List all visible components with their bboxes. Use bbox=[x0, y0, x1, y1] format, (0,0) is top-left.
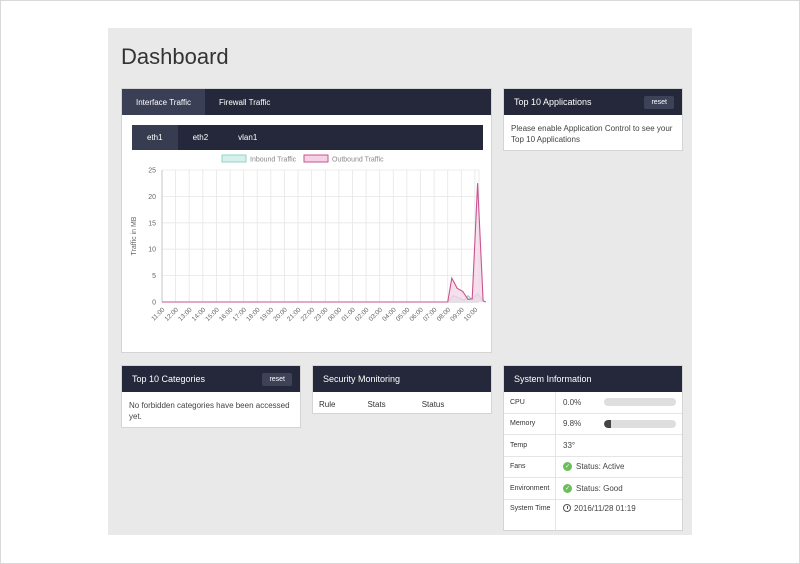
system-time-value: 2016/11/28 01:19 bbox=[574, 503, 636, 513]
check-circle-icon: ✓ bbox=[563, 462, 572, 472]
x-tick-label: 10:00 bbox=[463, 306, 480, 323]
x-tick-label: 05:00 bbox=[395, 306, 412, 323]
top-categories-title: Top 10 Categories bbox=[132, 374, 206, 384]
x-tick-label: 22:00 bbox=[300, 306, 317, 323]
x-tick-label: 06:00 bbox=[408, 306, 425, 323]
environment-value: Status: Good bbox=[576, 483, 623, 493]
page-title: Dashboard bbox=[121, 44, 229, 69]
security-title: Security Monitoring bbox=[323, 374, 401, 384]
x-tick-label: 04:00 bbox=[381, 306, 398, 323]
traffic-panel: Interface Traffic Firewall Traffic eth1 … bbox=[121, 88, 492, 353]
memory-row: Memory 9.8% bbox=[504, 413, 682, 435]
environment-row: Environment ✓ Status: Good bbox=[504, 478, 682, 500]
fans-status: ✓ Status: Active bbox=[556, 462, 625, 472]
x-tick-label: 15:00 bbox=[204, 306, 221, 323]
memory-label: Memory bbox=[504, 413, 556, 434]
system-time-label: System Time bbox=[504, 499, 556, 530]
memory-bar-fill bbox=[604, 419, 612, 428]
cpu-bar bbox=[604, 398, 676, 407]
security-panel: Security Monitoring Rule Stats Status bbox=[312, 365, 492, 414]
traffic-tabs: Interface Traffic Firewall Traffic bbox=[122, 89, 491, 115]
x-tick-label: 23:00 bbox=[313, 306, 330, 323]
series-area-0 bbox=[162, 293, 486, 302]
y-tick-label: 10 bbox=[148, 247, 156, 254]
col-stats: Stats bbox=[367, 400, 386, 409]
tab-interface-traffic[interactable]: Interface Traffic bbox=[122, 89, 205, 115]
x-tick-label: 01:00 bbox=[340, 306, 357, 323]
system-time-row: System Time 2016/11/28 01:19 bbox=[504, 499, 682, 530]
environment-label: Environment bbox=[504, 478, 556, 499]
col-rule: Rule bbox=[319, 400, 336, 409]
y-tick-label: 15 bbox=[148, 220, 156, 227]
col-status: Status bbox=[421, 400, 445, 409]
fans-label: Fans bbox=[504, 456, 556, 477]
x-tick-label: 12:00 bbox=[164, 306, 181, 323]
series-line-1 bbox=[162, 183, 487, 303]
x-tick-label: 19:00 bbox=[259, 306, 276, 323]
traffic-chart: Inbound Traffic Outbound Traffic 0 5 10 15 20 2… bbox=[131, 154, 487, 323]
top-categories-message: No forbidden categories have been access… bbox=[129, 401, 290, 421]
environment-status: ✓ Status: Good bbox=[556, 483, 623, 493]
subtab-vlan1[interactable]: vlan1 bbox=[238, 133, 258, 142]
x-tick-label: 07:00 bbox=[422, 306, 439, 323]
check-circle-icon: ✓ bbox=[563, 483, 572, 493]
top-apps-header: Top 10 Applications reset bbox=[504, 89, 682, 115]
interface-subtabs: eth1 eth2 vlan1 bbox=[132, 125, 483, 150]
x-tick-label: 16:00 bbox=[218, 306, 235, 323]
cpu-row: CPU 0.0% bbox=[504, 392, 682, 414]
top-apps-reset-button[interactable]: reset bbox=[644, 95, 674, 109]
y-tick-label: 20 bbox=[148, 194, 156, 201]
legend-swatch-0 bbox=[221, 154, 247, 163]
x-tick-label: 21:00 bbox=[286, 306, 303, 323]
system-info-rows: CPU 0.0% Memory 9.8% Temp 33° Fans ✓ Sta… bbox=[504, 392, 682, 530]
x-tick-label: 02:00 bbox=[354, 306, 371, 323]
legend-swatch-1 bbox=[303, 154, 329, 163]
subtab-eth2[interactable]: eth2 bbox=[192, 133, 209, 142]
system-info-title: System Information bbox=[514, 374, 592, 384]
x-tick-label: 14:00 bbox=[191, 306, 208, 323]
security-columns: Rule Stats Status bbox=[313, 392, 491, 417]
x-tick-label: 03:00 bbox=[368, 306, 385, 323]
top-apps-message: Please enable Application Control to see… bbox=[511, 124, 673, 144]
fans-row: Fans ✓ Status: Active bbox=[504, 456, 682, 478]
clock-icon bbox=[563, 504, 571, 512]
fans-value: Status: Active bbox=[576, 462, 625, 472]
temp-label: Temp bbox=[504, 435, 556, 456]
top-categories-header: Top 10 Categories reset bbox=[122, 366, 300, 392]
top-apps-panel: Top 10 Applications reset Please enable … bbox=[503, 88, 683, 151]
y-tick-label: 0 bbox=[152, 300, 156, 307]
cpu-value: 0.0% bbox=[563, 397, 582, 407]
temp-value: 33° bbox=[563, 440, 576, 450]
series-area-1 bbox=[162, 183, 486, 302]
series-line-0 bbox=[162, 292, 487, 303]
x-tick-label: 13:00 bbox=[177, 306, 194, 323]
memory-value: 9.8% bbox=[563, 419, 582, 429]
legend-label-1: Outbound Traffic bbox=[332, 157, 384, 164]
y-axis-label: Traffic in MB bbox=[131, 216, 138, 255]
y-tick-label: 25 bbox=[148, 168, 156, 175]
system-info-panel: System Information CPU 0.0% Memory 9.8% … bbox=[503, 365, 683, 531]
top-categories-reset-button[interactable]: reset bbox=[262, 372, 292, 386]
x-tick-label: 11:00 bbox=[150, 306, 166, 322]
top-apps-title: Top 10 Applications bbox=[514, 97, 592, 107]
top-categories-panel: Top 10 Categories reset No forbidden cat… bbox=[121, 365, 301, 428]
memory-bar bbox=[604, 419, 676, 428]
temp-row: Temp 33° bbox=[504, 435, 682, 457]
x-tick-label: 18:00 bbox=[245, 306, 262, 323]
x-tick-label: 17:00 bbox=[232, 306, 249, 323]
cpu-label: CPU bbox=[504, 392, 556, 413]
subtab-eth1[interactable]: eth1 bbox=[132, 125, 178, 150]
x-tick-label: 09:00 bbox=[449, 306, 466, 323]
system-time-status: 2016/11/28 01:19 bbox=[556, 500, 636, 513]
security-header: Security Monitoring bbox=[313, 366, 491, 392]
x-tick-label: 20:00 bbox=[272, 306, 289, 323]
legend-label-0: Inbound Traffic bbox=[250, 157, 297, 164]
system-info-header: System Information bbox=[504, 366, 682, 392]
tab-firewall-traffic[interactable]: Firewall Traffic bbox=[219, 97, 271, 107]
x-tick-label: 08:00 bbox=[436, 306, 453, 323]
x-tick-label: 00:00 bbox=[327, 306, 344, 323]
y-tick-label: 5 bbox=[152, 273, 156, 280]
